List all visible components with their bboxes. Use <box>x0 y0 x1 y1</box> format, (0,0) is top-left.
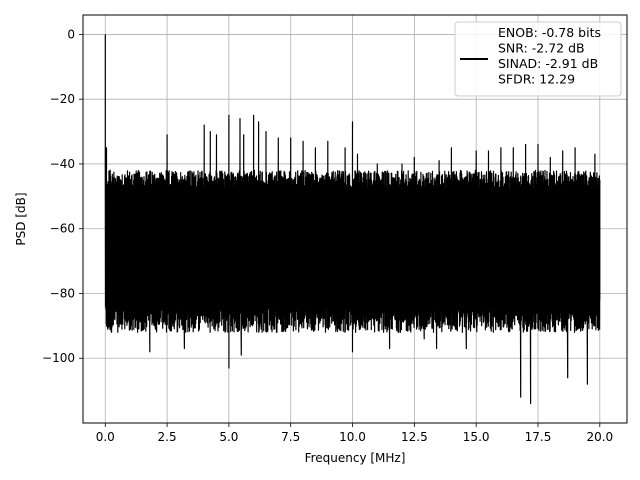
legend-entry: SFDR: 12.29 <box>498 72 575 87</box>
x-tick-label: 7.5 <box>281 430 300 444</box>
x-tick-label: 15.0 <box>463 430 490 444</box>
legend-entry: ENOB: -0.78 bits <box>498 25 601 40</box>
y-tick-label: −80 <box>50 286 75 300</box>
x-axis-label: Frequency [MHz] <box>305 451 406 465</box>
y-axis: 0 −20 −40 −60 −80 −100 <box>42 27 83 365</box>
y-tick-label: −60 <box>50 222 75 236</box>
legend-box <box>454 21 622 97</box>
y-tick-label: 0 <box>67 27 75 41</box>
x-tick-label: 20.0 <box>586 430 613 444</box>
x-tick-label: 5.0 <box>219 430 238 444</box>
legend-entry: SNR: -2.72 dB <box>498 41 585 56</box>
y-tick-label: −20 <box>50 92 75 106</box>
x-tick-label: 12.5 <box>401 430 428 444</box>
x-tick-label: 10.0 <box>339 430 366 444</box>
y-axis-label: PSD [dB] <box>14 192 28 245</box>
x-axis: 0.0 2.5 5.0 7.5 10.0 12.5 15.0 17.5 20.0 <box>96 423 613 444</box>
y-tick-label: −40 <box>50 157 75 171</box>
y-tick-label: −100 <box>42 351 75 365</box>
series-layer <box>104 34 601 405</box>
x-tick-label: 2.5 <box>158 430 177 444</box>
psd-series-line <box>104 34 601 405</box>
legend-entry: SINAD: -2.91 dB <box>498 56 598 71</box>
x-tick-label: 17.5 <box>525 430 552 444</box>
plot-frame <box>82 14 628 424</box>
x-tick-label: 0.0 <box>96 430 115 444</box>
